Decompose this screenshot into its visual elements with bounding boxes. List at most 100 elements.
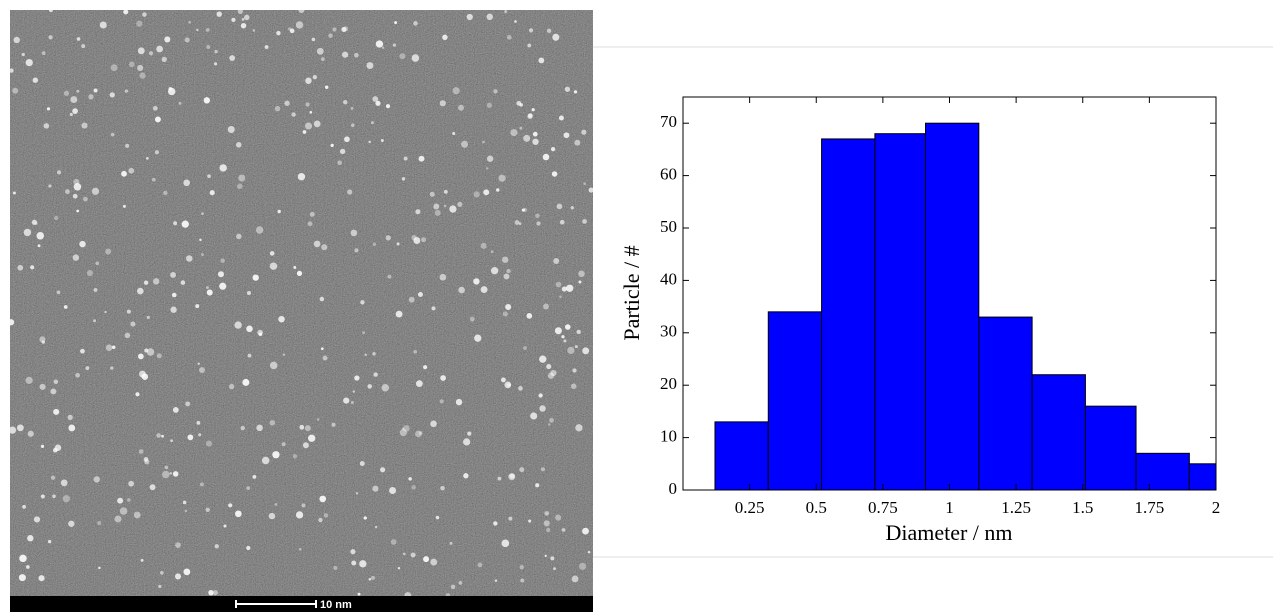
particle [555,514,562,521]
particle [546,28,552,34]
particle [185,401,191,407]
particle [206,44,211,49]
particle [359,461,365,467]
particle [486,102,493,108]
particle [319,495,327,503]
bar [1031,374,1086,490]
particle [10,68,14,73]
particle [350,229,358,237]
particle [184,37,190,43]
particle [402,552,406,556]
particle [174,573,182,580]
particle [75,372,80,378]
particle [183,568,191,576]
particle [93,287,98,292]
particle [399,429,407,437]
particle [333,566,338,570]
particle [571,575,579,583]
particle [368,140,371,144]
particle [514,220,520,225]
particle [574,345,578,349]
particle [417,292,423,297]
particle [23,228,32,237]
particle [298,10,305,14]
particle [31,219,37,225]
particle [72,254,80,261]
particle [458,286,465,294]
x-tick-label: 2 [1212,498,1221,517]
particle [163,190,168,196]
bar [1188,463,1216,490]
particle [205,440,213,447]
x-tick-label: 0.25 [735,498,765,517]
particle [299,424,305,430]
particle [469,316,475,322]
particle [76,209,80,213]
particle [561,528,566,532]
particle [105,344,113,351]
particle [519,126,523,130]
particle [138,449,144,454]
particle [146,315,150,320]
particle [12,87,19,94]
particle [13,36,20,44]
particle [561,286,567,292]
particle [212,590,218,596]
particle [22,504,26,509]
particle [205,286,209,290]
particle [531,108,535,112]
particle [50,388,57,395]
particle [124,89,129,93]
particle [473,191,480,198]
particle [330,143,334,148]
particle [455,398,463,406]
particle [561,335,565,339]
particle [304,122,313,130]
particle [18,574,26,582]
particle [563,339,567,343]
particle [220,258,225,263]
particle [252,274,259,281]
particle [216,11,222,17]
particle [449,541,453,545]
micrograph: 10 nm [10,10,593,612]
particle [161,56,167,63]
particle [104,310,107,314]
particle [199,238,202,242]
particle [68,520,75,527]
particle [536,221,541,226]
particle [236,183,243,190]
particle [354,375,360,381]
particle [411,54,420,62]
particle [143,280,149,285]
particle [550,146,556,152]
particle [133,511,141,519]
particle [394,21,398,25]
particle [381,384,390,392]
particle [411,235,417,241]
particle [30,265,35,270]
particle [10,319,15,326]
particle [161,434,164,438]
bar [821,138,876,490]
particle [567,346,575,355]
particle [137,353,144,360]
bar [714,421,769,490]
particle [435,515,440,520]
particle [264,45,269,49]
particle [443,204,447,208]
particle [452,87,460,95]
particle [48,10,53,13]
particle [152,278,160,285]
particle [307,434,316,442]
y-tick-label: 40 [660,269,677,288]
particle [149,484,156,491]
particle [486,13,493,21]
particle [53,215,59,221]
particle [171,292,177,298]
particle [523,134,531,142]
particle [73,183,82,191]
particle [156,433,161,438]
particle [551,171,558,177]
particle [572,368,577,373]
